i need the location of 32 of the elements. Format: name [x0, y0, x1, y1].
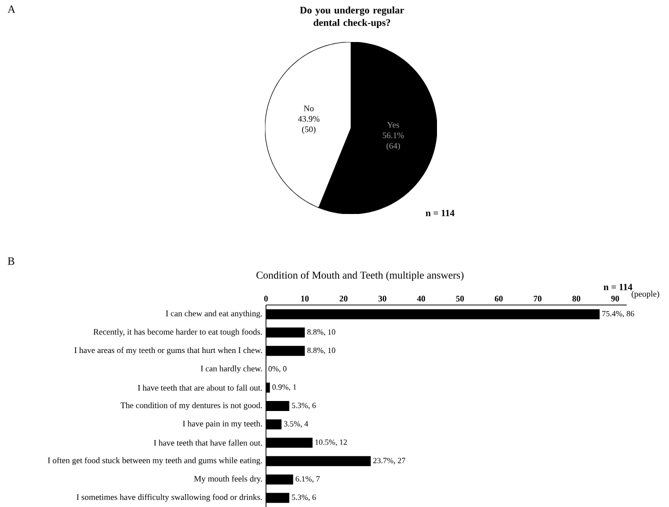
data-label: 43.9% (50)	[298, 116, 320, 134]
x-tick-label: 40	[417, 296, 426, 302]
chart-title: Condition of Mouth and Teeth (multiple answers)	[256, 271, 464, 281]
x-tick-label: 30	[378, 296, 386, 302]
x-tick-label: 70	[534, 296, 542, 302]
y-tick-label: I have teeth that have fallen out.	[154, 440, 262, 446]
y-tick-label: I have areas of my teeth or gums that hurt when I chew.	[74, 347, 262, 355]
y-tick-label: I can chew and eat anything.	[166, 310, 262, 318]
slice-label: No	[304, 106, 314, 112]
x-tick-label: 80	[572, 296, 580, 302]
y-tick-label: I often get food stuck between my teeth and gums while eating.	[48, 457, 262, 465]
x-tick-label: 0	[264, 296, 268, 302]
slice-label: Yes	[387, 122, 400, 128]
text: B	[8, 258, 14, 265]
chart-title: Do you undergo regular dental check-ups?	[300, 6, 404, 28]
y-tick-label: I have pain in my teeth.	[182, 420, 262, 428]
y-tick-label: Recently, it has become harder to eat tough foods.	[93, 328, 262, 336]
y-tick-label: I sometimes have difficulty swallowing food or drinks.	[76, 494, 262, 502]
x-tick-label: 50	[456, 296, 464, 302]
text: n = 114	[604, 284, 632, 290]
text: n = 114	[426, 210, 454, 216]
y-tick-label: The condition of my dentures is not good.	[120, 402, 262, 410]
y-tick-label: I have teeth that are about to fall out.	[138, 384, 262, 391]
x-axis-title: (people)	[632, 290, 660, 298]
y-tick-label: I can hardly chew.	[200, 365, 262, 374]
data-label: 56.1% (64)	[382, 132, 404, 150]
y-tick-label: My mouth feels dry.	[194, 476, 262, 484]
x-tick-label: 20	[340, 296, 348, 302]
x-tick-label: 10	[301, 296, 309, 302]
x-tick-label: 90	[611, 296, 620, 302]
x-tick-label: 60	[494, 296, 503, 302]
text: A	[8, 6, 16, 13]
